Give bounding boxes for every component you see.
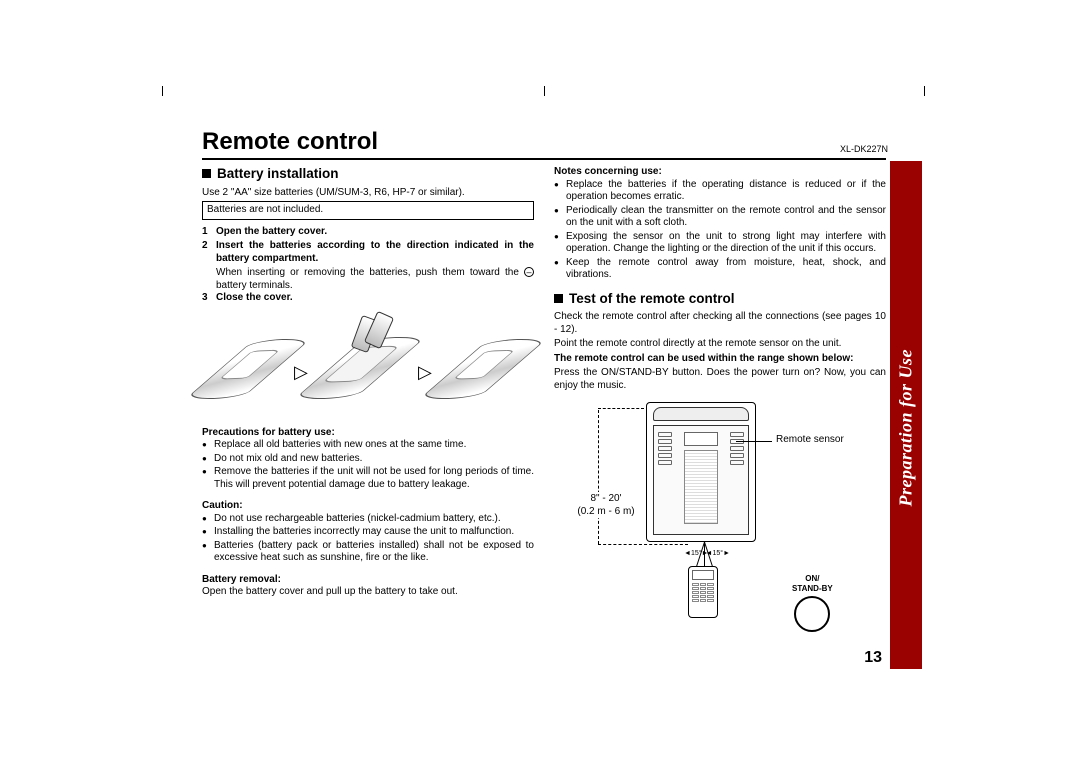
standby-button-icon [794, 596, 830, 632]
unit-speaker [684, 450, 718, 524]
square-bullet-icon [554, 294, 563, 303]
left-column: Battery installation Use 2 "AA" size bat… [202, 166, 534, 601]
minus-terminal-icon: – [524, 267, 534, 277]
square-bullet-icon [202, 169, 211, 178]
unit-buttons-left [658, 432, 680, 467]
remote-closed-icon [418, 338, 548, 400]
removal-heading: Battery removal: [202, 574, 534, 587]
list-item: Exposing the sensor on the unit to stron… [554, 231, 886, 256]
sensor-label: Remote sensor [776, 434, 844, 447]
remote-closed-icon [184, 338, 312, 400]
range-bracket [598, 544, 688, 545]
section-heading-battery: Battery installation [202, 166, 534, 183]
battery-illustration: ▷ ▷ [202, 311, 534, 421]
list-item: Do not use rechargeable batteries (nicke… [202, 513, 534, 526]
caution-list: Do not use rechargeable batteries (nicke… [202, 513, 534, 565]
page-title: Remote control [202, 128, 378, 156]
unit-display [684, 432, 718, 446]
range-label: 8" - 20' (0.2 m - 6 m) [574, 492, 638, 518]
range-bracket [598, 410, 599, 544]
section-tab-label: Preparation for Use [896, 475, 917, 507]
manual-page: Remote control XL-DK227N Preparation for… [0, 0, 1080, 763]
unit-buttons-right [722, 432, 744, 467]
arrow-right-icon: ▷ [418, 361, 432, 384]
crop-tick [162, 86, 163, 96]
standby-button-label: ON/ STAND-BY [792, 574, 833, 632]
unit-top [653, 407, 749, 421]
step-1: 1Open the battery cover. [202, 226, 534, 239]
section-title: Battery installation [217, 166, 339, 181]
step-3: 3Close the cover. [202, 292, 534, 305]
list-item: Batteries (battery pack or batteries ins… [202, 540, 534, 565]
right-column: Notes concerning use: Replace the batter… [554, 166, 886, 618]
list-item: Replace all old batteries with new ones … [202, 439, 534, 452]
list-item: Do not mix old and new batteries. [202, 453, 534, 466]
list-item: Installing the batteries incorrectly may… [202, 526, 534, 539]
test-p1: Check the remote control after checking … [554, 311, 886, 336]
remote-test-illustration: Remote sensor 8" - 20' (0.2 m - 6 m) ◄15… [554, 398, 886, 618]
list-item: Remove the batteries if the unit will no… [202, 466, 534, 491]
notes-heading: Notes concerning use: [554, 166, 886, 179]
test-p3: Press the ON/STAND-BY button. Does the p… [554, 367, 886, 392]
angle-labels: ◄15°► ◄15°► [672, 550, 742, 559]
section-heading-test: Test of the remote control [554, 291, 886, 308]
page-number: 13 [864, 649, 882, 667]
arrow-right-icon: ▷ [294, 361, 308, 384]
remote-control-icon [688, 566, 718, 618]
callout-line [736, 441, 772, 442]
title-rule [202, 158, 886, 160]
removal-text: Open the battery cover and pull up the b… [202, 586, 534, 599]
precautions-heading: Precautions for battery use: [202, 427, 534, 440]
battery-spec: Use 2 "AA" size batteries (UM/SUM-3, R6,… [202, 187, 534, 200]
note-box: Batteries are not included. [202, 201, 534, 220]
list-item: Keep the remote control away from moistu… [554, 257, 886, 282]
section-title: Test of the remote control [569, 291, 735, 306]
range-bracket [598, 408, 644, 409]
precautions-list: Replace all old batteries with new ones … [202, 439, 534, 491]
step-2-sub: When inserting or removing the batteries… [202, 267, 534, 292]
caution-heading: Caution: [202, 500, 534, 513]
step-2: 2Insert the batteries according to the d… [202, 240, 534, 265]
audio-unit-icon [646, 402, 756, 542]
test-bold: The remote control can be used within th… [554, 353, 886, 366]
unit-panel [653, 425, 749, 535]
install-steps: 1Open the battery cover. 2Insert the bat… [202, 226, 534, 266]
model-number: XL-DK227N [840, 144, 888, 154]
list-item: Replace the batteries if the operating d… [554, 179, 886, 204]
crop-tick [924, 86, 925, 96]
notes-list: Replace the batteries if the operating d… [554, 179, 886, 282]
test-p2: Point the remote control directly at the… [554, 338, 886, 351]
list-item: Periodically clean the transmitter on th… [554, 205, 886, 230]
install-steps-cont: 3Close the cover. [202, 292, 534, 305]
crop-tick [544, 86, 545, 96]
